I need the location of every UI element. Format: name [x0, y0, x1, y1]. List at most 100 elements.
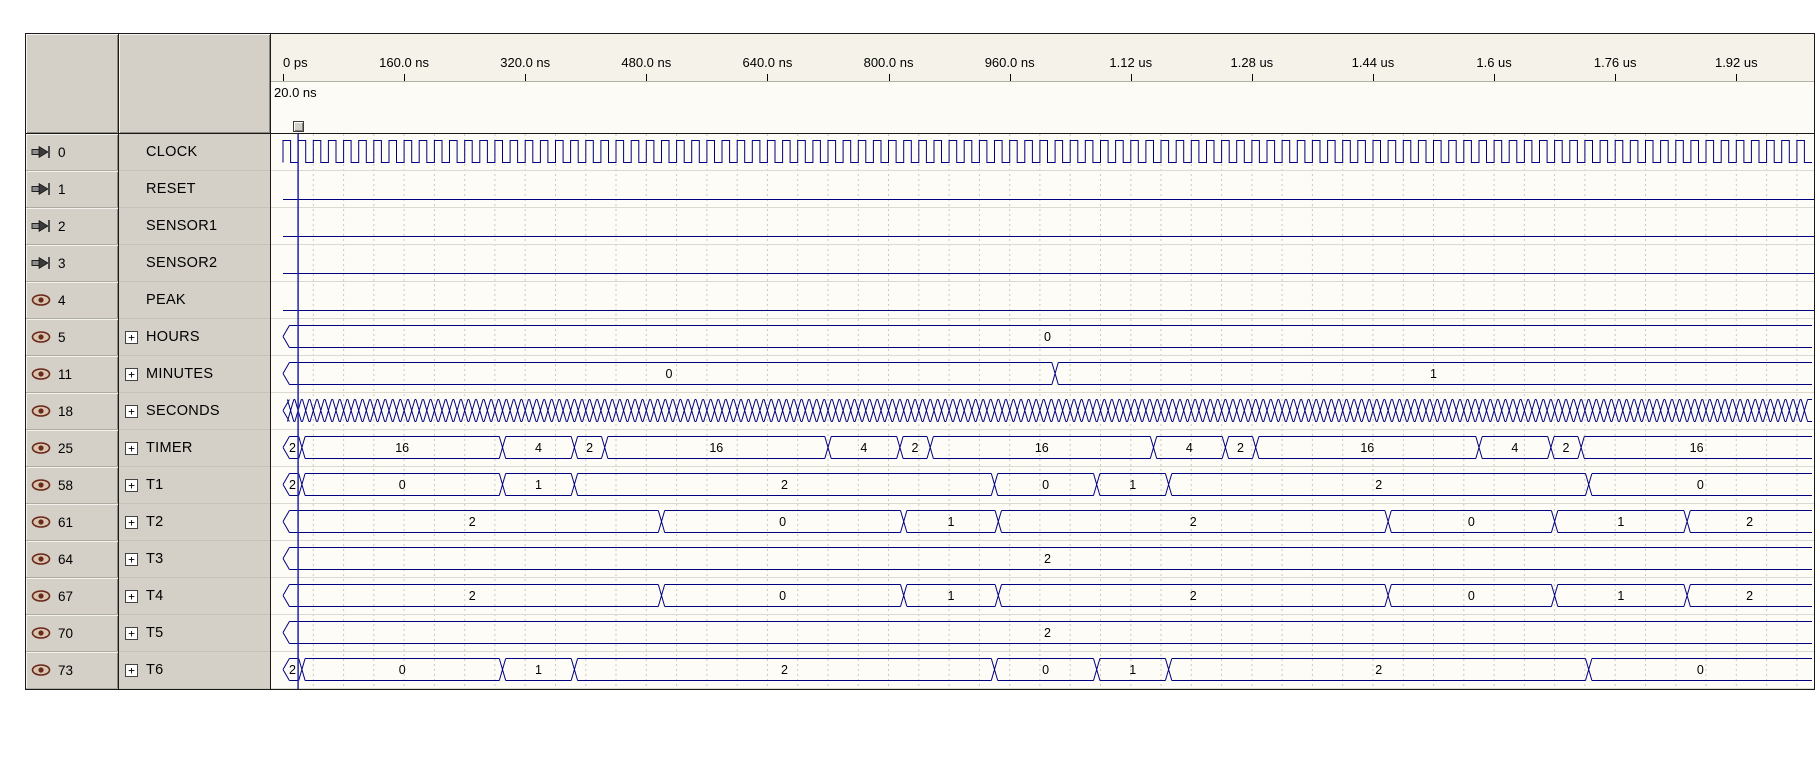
signal-name-clock[interactable]: +CLOCK	[119, 134, 270, 171]
signal-handle-sensor1[interactable]: 2	[26, 208, 118, 245]
timeline-tick-label: 0 ps	[283, 55, 308, 70]
signal-index: 0	[58, 144, 66, 160]
signal-name-label: MINUTES	[146, 366, 214, 382]
timeline-tick-label: 1.28 us	[1230, 55, 1274, 70]
output-node-icon	[31, 367, 51, 381]
expand-toggle-icon[interactable]: +	[125, 663, 138, 677]
expand-toggle-icon[interactable]: +	[125, 478, 138, 492]
svg-text:0: 0	[1468, 589, 1475, 603]
signal-handle-t5[interactable]: 70	[26, 615, 118, 652]
expand-toggle-icon[interactable]: +	[125, 515, 138, 529]
signal-name-t1[interactable]: + T1	[119, 467, 270, 504]
name-column-body: +CLOCK+RESET+SENSOR1+SENSOR2+PEAK+HOURS+…	[119, 134, 270, 689]
svg-text:2: 2	[781, 663, 788, 677]
signal-name-t2[interactable]: + T2	[119, 504, 270, 541]
signal-handle-minutes[interactable]: 11	[26, 356, 118, 393]
svg-text:2: 2	[289, 441, 296, 455]
timeline-tick-mark	[1736, 74, 1738, 81]
input-pin-icon	[31, 256, 51, 270]
signal-handle-sensor2[interactable]: 3	[26, 245, 118, 282]
expand-toggle-icon[interactable]: +	[125, 367, 138, 381]
signal-index: 2	[58, 218, 66, 234]
signal-handle-peak[interactable]: 4	[26, 282, 118, 319]
svg-text:0: 0	[399, 478, 406, 492]
timeline-tick-label: 1.6 us	[1476, 55, 1512, 70]
signal-handle-t6[interactable]: 73	[26, 652, 118, 689]
signal-handle-t2[interactable]: 61	[26, 504, 118, 541]
waveform-svg: 0 0 1 2 16 4 2 16 4 2 16 4 2 16 4 2 16 2 0 1 2 0 1 2 0 2 0 1 2 0 1 2 2 2 0…	[271, 134, 1814, 689]
signal-index: 18	[58, 403, 74, 419]
signal-name-t3[interactable]: + T3	[119, 541, 270, 578]
signal-index: 1	[58, 181, 66, 197]
signal-handle-hours[interactable]: 5	[26, 319, 118, 356]
signal-index: 5	[58, 329, 66, 345]
expand-toggle-icon[interactable]: +	[125, 552, 138, 566]
timeline-tick-mark	[283, 74, 284, 81]
svg-text:2: 2	[469, 515, 476, 529]
signal-handle-clock[interactable]: 0	[26, 134, 118, 171]
timeline-tick-label: 800.0 ns	[863, 55, 914, 70]
timeline-ruler[interactable]: 0 ps 160.0 ns 320.0 ns 480.0 ns 640.0 ns 800.…	[271, 34, 1814, 81]
signal-name-label: T3	[146, 551, 164, 567]
svg-text:1: 1	[1129, 663, 1136, 677]
input-pin-icon	[31, 219, 51, 233]
svg-text:0: 0	[1042, 478, 1049, 492]
svg-text:2: 2	[289, 478, 296, 492]
svg-text:4: 4	[1511, 441, 1518, 455]
signal-index: 11	[58, 366, 73, 382]
master-timebar-handle[interactable]	[293, 121, 305, 132]
output-node-icon	[31, 441, 51, 455]
signal-name-minutes[interactable]: + MINUTES	[119, 356, 270, 393]
timeline-tick-label: 1.76 us	[1593, 55, 1637, 70]
svg-text:2: 2	[1375, 478, 1382, 492]
signal-handle-t4[interactable]: 67	[26, 578, 118, 615]
svg-text:2: 2	[1044, 626, 1051, 640]
waveform-canvas[interactable]: 0 0 1 2 16 4 2 16 4 2 16 4 2 16 4 2 16 2 0 1 2 0 1 2 0 2 0 1 2 0 1 2 2 2 0…	[271, 134, 1814, 689]
signal-handle-reset[interactable]: 1	[26, 171, 118, 208]
timeline-tick-label: 640.0 ns	[742, 55, 793, 70]
output-node-icon	[31, 515, 51, 529]
signal-handle-t1[interactable]: 58	[26, 467, 118, 504]
expand-toggle-icon[interactable]: +	[125, 626, 138, 640]
signal-name-peak[interactable]: +PEAK	[119, 282, 270, 319]
signal-name-hours[interactable]: + HOURS	[119, 319, 270, 356]
svg-text:2: 2	[781, 478, 788, 492]
expand-toggle-icon[interactable]: +	[125, 404, 138, 418]
output-node-icon	[31, 663, 51, 677]
icon-column-body: 0 1 2 3 4 5 11 18 25 58 61 64 67 70 73	[26, 134, 118, 689]
timeline-tick-mark	[646, 74, 648, 81]
signal-name-label: SENSOR1	[146, 218, 218, 234]
signal-name-timer[interactable]: + TIMER	[119, 430, 270, 467]
signal-name-label: CLOCK	[146, 144, 198, 160]
icon-column-header	[26, 34, 118, 134]
svg-text:2: 2	[1563, 441, 1570, 455]
expand-toggle-icon[interactable]: +	[125, 330, 138, 344]
expand-toggle-icon[interactable]: +	[125, 589, 138, 603]
signal-index: 64	[58, 551, 74, 567]
signal-name-t6[interactable]: + T6	[119, 652, 270, 689]
signal-name-sensor2[interactable]: +SENSOR2	[119, 245, 270, 282]
master-timebar-row[interactable]: 20.0 ns	[271, 81, 1814, 133]
signal-index: 3	[58, 255, 66, 271]
signal-index: 61	[58, 514, 74, 530]
signal-name-reset[interactable]: +RESET	[119, 171, 270, 208]
svg-text:2: 2	[1746, 589, 1753, 603]
signal-index: 67	[58, 588, 74, 604]
signal-handle-timer[interactable]: 25	[26, 430, 118, 467]
svg-text:2: 2	[1375, 663, 1382, 677]
signal-handle-seconds[interactable]: 18	[26, 393, 118, 430]
signal-name-t5[interactable]: + T5	[119, 615, 270, 652]
timeline-tick-label: 1.44 us	[1351, 55, 1395, 70]
svg-text:1: 1	[1617, 589, 1624, 603]
svg-text:2: 2	[1190, 589, 1197, 603]
signal-name-label: RESET	[146, 181, 196, 197]
expand-toggle-icon[interactable]: +	[125, 441, 138, 455]
waveform-column: 0 ps 160.0 ns 320.0 ns 480.0 ns 640.0 ns 800.…	[271, 34, 1814, 689]
signal-name-seconds[interactable]: + SECONDS	[119, 393, 270, 430]
signal-handle-t3[interactable]: 64	[26, 541, 118, 578]
signal-name-sensor1[interactable]: +SENSOR1	[119, 208, 270, 245]
name-column-header	[119, 34, 270, 134]
signal-name-t4[interactable]: + T4	[119, 578, 270, 615]
svg-text:1: 1	[1129, 478, 1136, 492]
